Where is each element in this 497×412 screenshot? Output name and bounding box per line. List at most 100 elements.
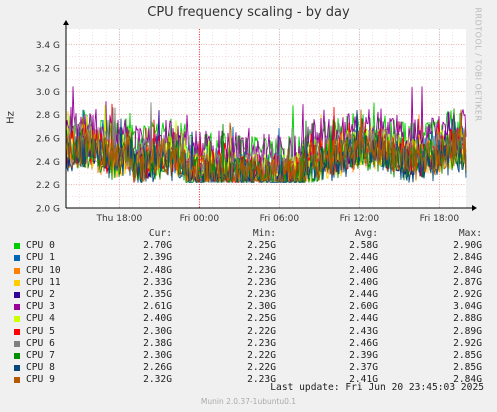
- legend-min: 2.22G: [247, 325, 276, 337]
- legend-avg: 2.44G: [349, 252, 378, 264]
- chart-title: CPU frequency scaling - by day: [147, 5, 350, 20]
- legend-name: CPU 3: [26, 301, 55, 313]
- y-tick-label: 2.4 G: [36, 158, 60, 168]
- y-tick-label: 2.2 G: [36, 181, 60, 191]
- legend-min: 2.25G: [247, 240, 276, 252]
- legend-rows: CPU 0 2.70G 2.25G 2.58G 2.90G CPU 1 2.39G 2.24G…: [12, 240, 490, 386]
- legend-row: CPU 3 2.61G 2.30G 2.60G 3.04G: [12, 301, 490, 313]
- legend-max: 2.88G: [453, 313, 482, 325]
- legend-swatch: [14, 316, 20, 323]
- legend-swatch: [14, 352, 20, 359]
- last-update: Last update: Fri Jun 20 23:45:03 2025: [270, 382, 484, 393]
- legend-swatch: [14, 377, 20, 384]
- legend-cur: 2.35G: [143, 288, 172, 300]
- legend-avg: 2.43G: [349, 325, 378, 337]
- legend-name: CPU 10: [26, 264, 61, 276]
- legend-cur: 2.26G: [143, 362, 172, 374]
- legend-row: CPU 2 2.35G 2.23G 2.44G 2.92G: [12, 289, 490, 301]
- y-tick-label: 2.8 G: [36, 111, 60, 121]
- legend-name: CPU 9: [26, 374, 55, 386]
- legend-avg: 2.44G: [349, 313, 378, 325]
- legend-swatch: [14, 279, 20, 286]
- legend-name: CPU 11: [26, 276, 61, 288]
- axes: [63, 20, 477, 211]
- y-tick-label: 3.0 G: [36, 88, 60, 98]
- legend-cur: 2.38G: [143, 337, 172, 349]
- series-line-cpu-9: [65, 109, 467, 182]
- legend-swatch: [14, 291, 20, 298]
- legend-cur: 2.61G: [143, 301, 172, 313]
- legend-avg: 2.41G: [349, 374, 378, 386]
- legend-cur: 2.39G: [143, 252, 172, 264]
- y-tick-labels: 2.0 G 2.2 G 2.4 G 2.6 G 2.8 G 3.0 G 3.2 G 3.4 G: [36, 41, 60, 214]
- legend-max: 2.89G: [453, 325, 482, 337]
- header-min: Min:: [252, 228, 276, 239]
- legend-name: CPU 0: [26, 240, 55, 252]
- legend-cur: 2.48G: [143, 264, 172, 276]
- header-cur: Cur:: [148, 228, 172, 239]
- legend-max: 2.84G: [453, 252, 482, 264]
- legend-swatch: [14, 328, 20, 335]
- legend-swatch: [14, 365, 20, 372]
- legend-name: CPU 5: [26, 325, 55, 337]
- x-axis-arrow: [472, 205, 477, 211]
- legend-avg: 2.40G: [349, 276, 378, 288]
- y-axis-arrow: [63, 20, 69, 25]
- y-tick-label: 2.0 G: [36, 205, 60, 215]
- legend: Cur: Min: Avg: Max: CPU 0 2.70G 2.25G 2.58G…: [12, 228, 490, 386]
- legend-min: 2.23G: [247, 264, 276, 276]
- legend-max: 2.90G: [453, 240, 482, 252]
- legend-min: 2.23G: [247, 374, 276, 386]
- legend-max: 2.84G: [453, 264, 482, 276]
- x-tick-label: Fri 00:00: [180, 214, 220, 224]
- legend-avg: 2.37G: [349, 362, 378, 374]
- legend-max: 2.84G: [453, 374, 482, 386]
- series-line-cpu-7: [65, 108, 467, 183]
- x-tick-label: Fri 18:00: [420, 214, 460, 224]
- legend-name: CPU 8: [26, 362, 55, 374]
- x-tick-label: Fri 12:00: [340, 214, 380, 224]
- legend-avg: 2.46G: [349, 337, 378, 349]
- header-avg: Avg:: [354, 228, 378, 239]
- x-tick-label: Thu 18:00: [95, 214, 142, 224]
- legend-swatch: [14, 304, 20, 311]
- y-tick-label: 3.2 G: [36, 65, 60, 75]
- legend-min: 2.23G: [247, 337, 276, 349]
- x-tick-labels: Thu 18:00 Fri 00:00 Fri 06:00 Fri 12:00 Fri …: [95, 214, 459, 224]
- legend-cur: 2.70G: [143, 240, 172, 252]
- legend-row: CPU 9 2.32G 2.23G 2.41G 2.84G: [12, 374, 490, 386]
- legend-max: 2.87G: [453, 276, 482, 288]
- legend-name: CPU 1: [26, 252, 55, 264]
- legend-min: 2.22G: [247, 349, 276, 361]
- legend-max: 2.85G: [453, 349, 482, 361]
- plot-area: 2.0 G 2.2 G 2.4 G 2.6 G 2.8 G 3.0 G 3.2 G 3.4 G…: [36, 20, 477, 224]
- munin-version: Munin 2.0.37-1ubuntu0.1: [200, 397, 297, 406]
- legend-name: CPU 6: [26, 337, 55, 349]
- x-tick-label: Fri 06:00: [260, 214, 300, 224]
- series-lines: [65, 86, 467, 183]
- legend-avg: 2.60G: [349, 301, 378, 313]
- legend-name: CPU 4: [26, 313, 55, 325]
- legend-avg: 2.39G: [349, 349, 378, 361]
- legend-min: 2.30G: [247, 301, 276, 313]
- legend-min: 2.24G: [247, 252, 276, 264]
- legend-cur: 2.30G: [143, 325, 172, 337]
- legend-cur: 2.32G: [143, 374, 172, 386]
- legend-cur: 2.40G: [143, 313, 172, 325]
- legend-row: CPU 4 2.40G 2.25G 2.44G 2.88G: [12, 313, 490, 325]
- legend-swatch: [14, 243, 20, 250]
- legend-row: CPU 5 2.30G 2.22G 2.43G 2.89G: [12, 326, 490, 338]
- legend-row: CPU 10 2.48G 2.23G 2.40G 2.84G: [12, 265, 490, 277]
- header-max: Max:: [458, 228, 482, 239]
- legend-row: CPU 8 2.26G 2.22G 2.37G 2.85G: [12, 362, 490, 374]
- legend-name: CPU 7: [26, 349, 55, 361]
- legend-max: 2.92G: [453, 337, 482, 349]
- legend-cur: 2.33G: [143, 276, 172, 288]
- legend-min: 2.23G: [247, 276, 276, 288]
- legend-max: 2.92G: [453, 288, 482, 300]
- legend-swatch: [14, 267, 20, 274]
- legend-min: 2.23G: [247, 288, 276, 300]
- y-tick-label: 2.6 G: [36, 135, 60, 145]
- legend-avg: 2.58G: [349, 240, 378, 252]
